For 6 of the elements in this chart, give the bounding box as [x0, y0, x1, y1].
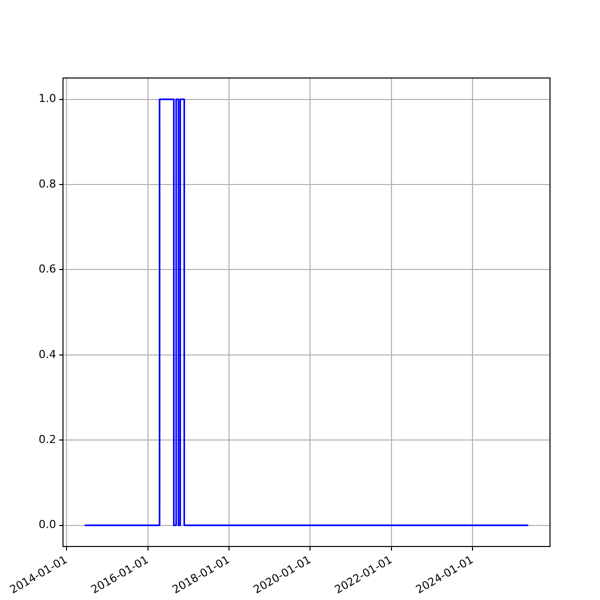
y-tick-label: 1.0	[38, 92, 56, 106]
y-tick-label: 0.6	[38, 262, 56, 276]
y-tick-label: 0.2	[38, 432, 56, 446]
y-tick-label: 0.0	[38, 518, 56, 532]
y-tick-label: 0.8	[38, 177, 56, 190]
y-tick-label: 0.4	[38, 348, 56, 361]
